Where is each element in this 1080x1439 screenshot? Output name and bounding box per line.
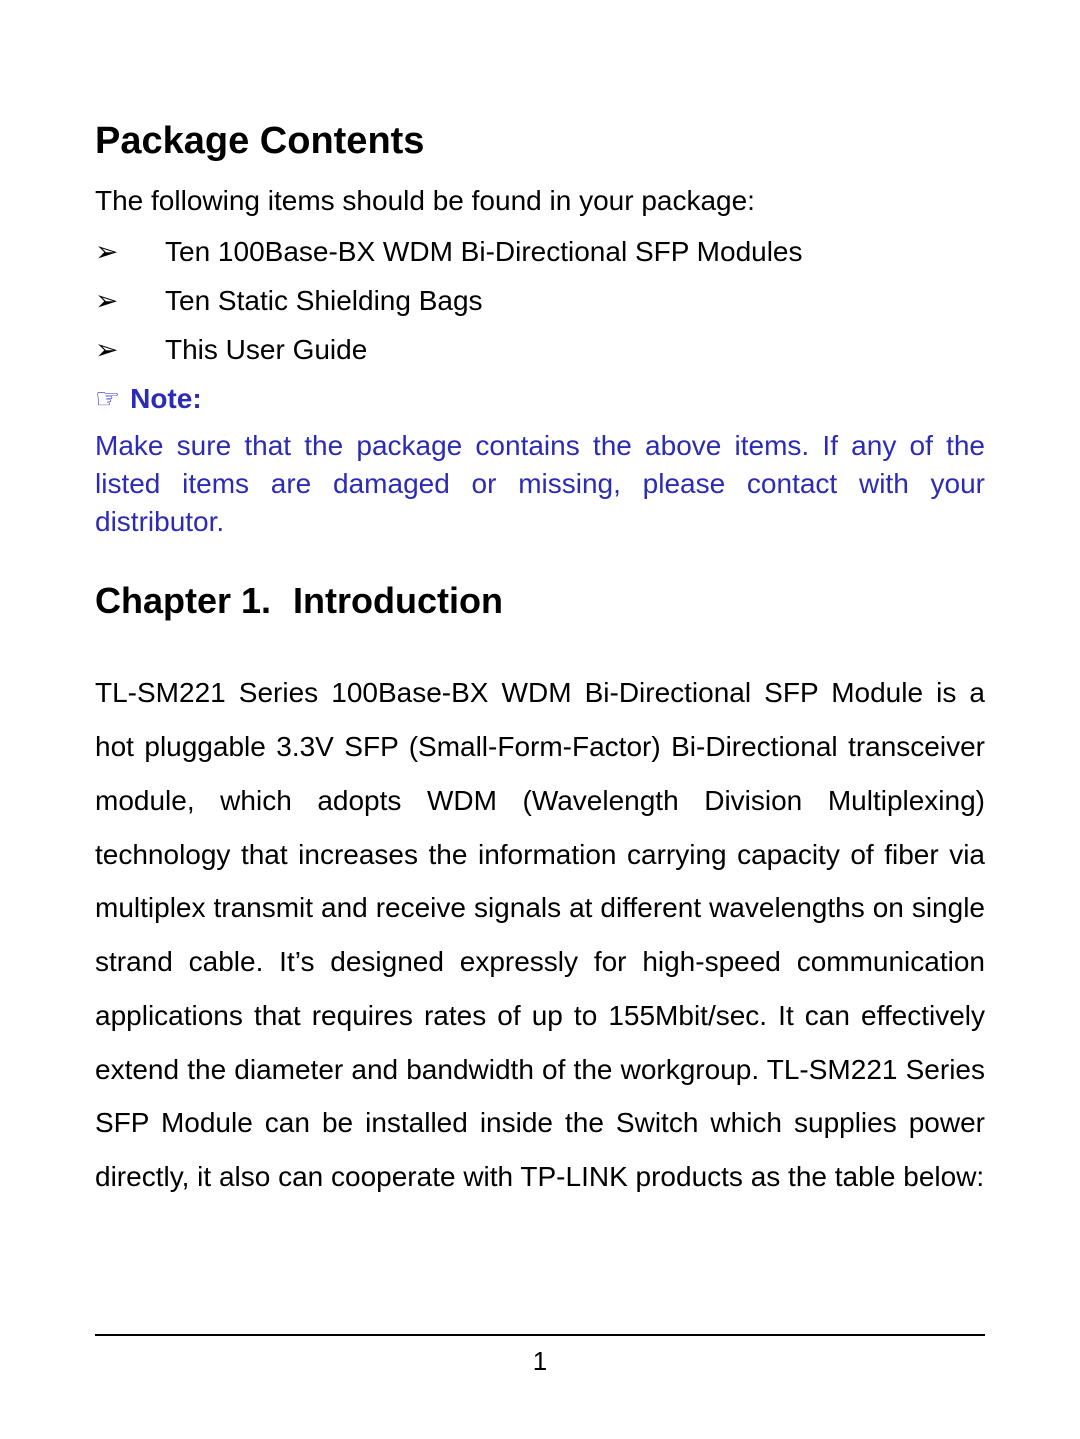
pointing-hand-icon: ☞ xyxy=(95,382,120,415)
package-contents-list: ➢ Ten 100Base-BX WDM Bi-Directional SFP … xyxy=(95,235,985,366)
chapter-number: Chapter 1. xyxy=(95,580,271,621)
chapter-title: Introduction xyxy=(293,580,503,621)
footer-rule xyxy=(95,1334,985,1336)
list-item: ➢ Ten Static Shielding Bags xyxy=(95,284,985,317)
package-contents-heading: Package Contents xyxy=(95,120,985,163)
package-contents-intro: The following items should be found in y… xyxy=(95,185,985,217)
page-number: 1 xyxy=(95,1346,985,1377)
chapter-body: TL-SM221 Series 100Base-BX WDM Bi-Direct… xyxy=(95,666,985,1204)
list-item-text: This User Guide xyxy=(165,334,367,366)
document-page: Package Contents The following items sho… xyxy=(0,0,1080,1439)
bullet-icon: ➢ xyxy=(95,333,165,366)
note-label: Note: xyxy=(130,383,202,415)
chapter-heading: Chapter 1. Introduction xyxy=(95,580,985,622)
note-body: Make sure that the package contains the … xyxy=(95,427,985,540)
page-footer: 1 xyxy=(95,1334,985,1377)
list-item-text: Ten 100Base-BX WDM Bi-Directional SFP Mo… xyxy=(165,236,803,268)
list-item-text: Ten Static Shielding Bags xyxy=(165,285,483,317)
bullet-icon: ➢ xyxy=(95,284,165,317)
list-item: ➢ Ten 100Base-BX WDM Bi-Directional SFP … xyxy=(95,235,985,268)
bullet-icon: ➢ xyxy=(95,235,165,268)
list-item: ➢ This User Guide xyxy=(95,333,985,366)
note-header: ☞ Note: xyxy=(95,382,985,415)
